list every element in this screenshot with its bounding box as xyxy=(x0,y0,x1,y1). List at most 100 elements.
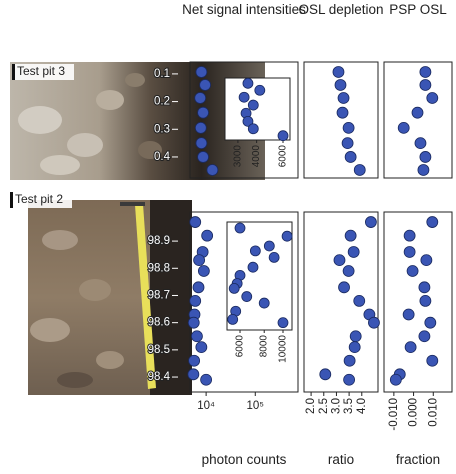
x-tick-label: 0.010 xyxy=(427,398,439,427)
data-point xyxy=(191,331,202,342)
data-point xyxy=(200,79,211,90)
data-point xyxy=(188,369,199,380)
x-tick-label: 4.0 xyxy=(356,398,368,414)
data-point xyxy=(195,92,206,103)
data-point xyxy=(193,282,204,293)
data-point xyxy=(201,374,212,385)
data-point xyxy=(196,342,207,353)
inset-x-tick-label: 3000 xyxy=(232,145,243,168)
data-point xyxy=(390,374,401,385)
data-point xyxy=(427,92,438,103)
inset-data-point xyxy=(259,298,269,308)
inset-data-point xyxy=(278,131,288,141)
y-tick-label: 0.2 xyxy=(154,96,170,108)
data-point xyxy=(198,266,209,277)
data-point xyxy=(339,282,350,293)
data-point xyxy=(398,122,409,133)
panel-frame xyxy=(304,212,378,392)
data-point xyxy=(404,230,415,241)
data-point xyxy=(343,266,354,277)
y-tick-label: 0.3 xyxy=(154,123,170,135)
data-point xyxy=(421,255,432,266)
y-tick-label: 0.4 xyxy=(154,151,171,163)
x-tick-label: 2.5 xyxy=(318,398,330,414)
data-point xyxy=(207,164,218,175)
inset-data-point xyxy=(243,78,253,88)
inset-data-point xyxy=(239,92,249,102)
y-tick-label: 0.1 xyxy=(154,68,170,80)
data-point xyxy=(196,138,207,149)
inset-x-tick-label: 4000 xyxy=(251,145,262,168)
data-point xyxy=(368,317,379,328)
x-tick-label: 3.5 xyxy=(343,398,355,414)
inset-data-point xyxy=(248,100,258,110)
photo-label: Test pit 3 xyxy=(17,64,65,78)
panel-frame xyxy=(384,212,452,392)
inset-x-tick-label: 10000 xyxy=(277,335,288,363)
data-point xyxy=(345,230,356,241)
inset-data-point xyxy=(278,318,288,328)
inset-x-tick-label: 6000 xyxy=(278,145,289,168)
data-point xyxy=(349,342,360,353)
photo-label-bar xyxy=(10,192,13,208)
x-tick-label: -0.010 xyxy=(388,398,400,431)
data-point xyxy=(198,107,209,118)
x-tick-label: 0.000 xyxy=(408,398,420,427)
photo-label-bar xyxy=(12,64,15,80)
panel-frame xyxy=(384,62,452,178)
data-point xyxy=(189,355,200,366)
data-point xyxy=(338,92,349,103)
inset-x-tick-label: 6000 xyxy=(235,335,246,358)
data-point xyxy=(412,107,423,118)
inset-data-point xyxy=(229,283,239,293)
x-tick-label: 2.0 xyxy=(305,398,317,414)
data-point xyxy=(196,66,207,77)
data-point xyxy=(403,309,414,320)
data-point xyxy=(415,138,426,149)
data-point xyxy=(419,282,430,293)
inset-data-point xyxy=(228,314,238,324)
data-point xyxy=(334,255,345,266)
data-point xyxy=(195,122,206,133)
column-title: PSP OSL xyxy=(376,2,456,18)
y-tick-label: 98.6 xyxy=(148,317,170,329)
data-point xyxy=(190,295,201,306)
inset-data-point xyxy=(242,292,252,302)
x-axis-label: fraction xyxy=(364,452,456,467)
data-point xyxy=(344,374,355,385)
data-point xyxy=(343,122,354,133)
figure: Test pit 30.10.20.30.4300040006000Test p… xyxy=(0,0,456,474)
data-point xyxy=(427,355,438,366)
data-point xyxy=(198,151,209,162)
data-point xyxy=(419,331,430,342)
inset-x-tick-label: 8000 xyxy=(259,335,270,358)
data-point xyxy=(190,217,201,228)
data-point xyxy=(407,266,418,277)
y-tick-label: 98.9 xyxy=(148,235,170,247)
data-point xyxy=(354,164,365,175)
data-point xyxy=(188,317,199,328)
data-point xyxy=(418,164,429,175)
x-tick-label: 10⁵ xyxy=(246,400,264,412)
inset-data-point xyxy=(235,223,245,233)
data-point xyxy=(365,217,376,228)
inset-data-point xyxy=(269,252,279,262)
data-point xyxy=(320,369,331,380)
inset-data-point xyxy=(264,241,274,251)
data-point xyxy=(194,255,205,266)
y-tick-label: 98.4 xyxy=(148,371,171,383)
data-point xyxy=(427,217,438,228)
data-point xyxy=(345,151,356,162)
data-point xyxy=(348,246,359,257)
x-tick-label: 10⁴ xyxy=(197,400,215,412)
column-title: Net signal intensities xyxy=(182,2,306,18)
data-point xyxy=(425,317,436,328)
inset-data-point xyxy=(282,231,292,241)
y-tick-label: 98.5 xyxy=(148,344,170,356)
data-point xyxy=(420,79,431,90)
data-point xyxy=(420,66,431,77)
x-tick-label: 3.0 xyxy=(330,398,342,414)
data-point xyxy=(337,107,348,118)
data-point xyxy=(420,295,431,306)
inset-data-point xyxy=(248,262,258,272)
